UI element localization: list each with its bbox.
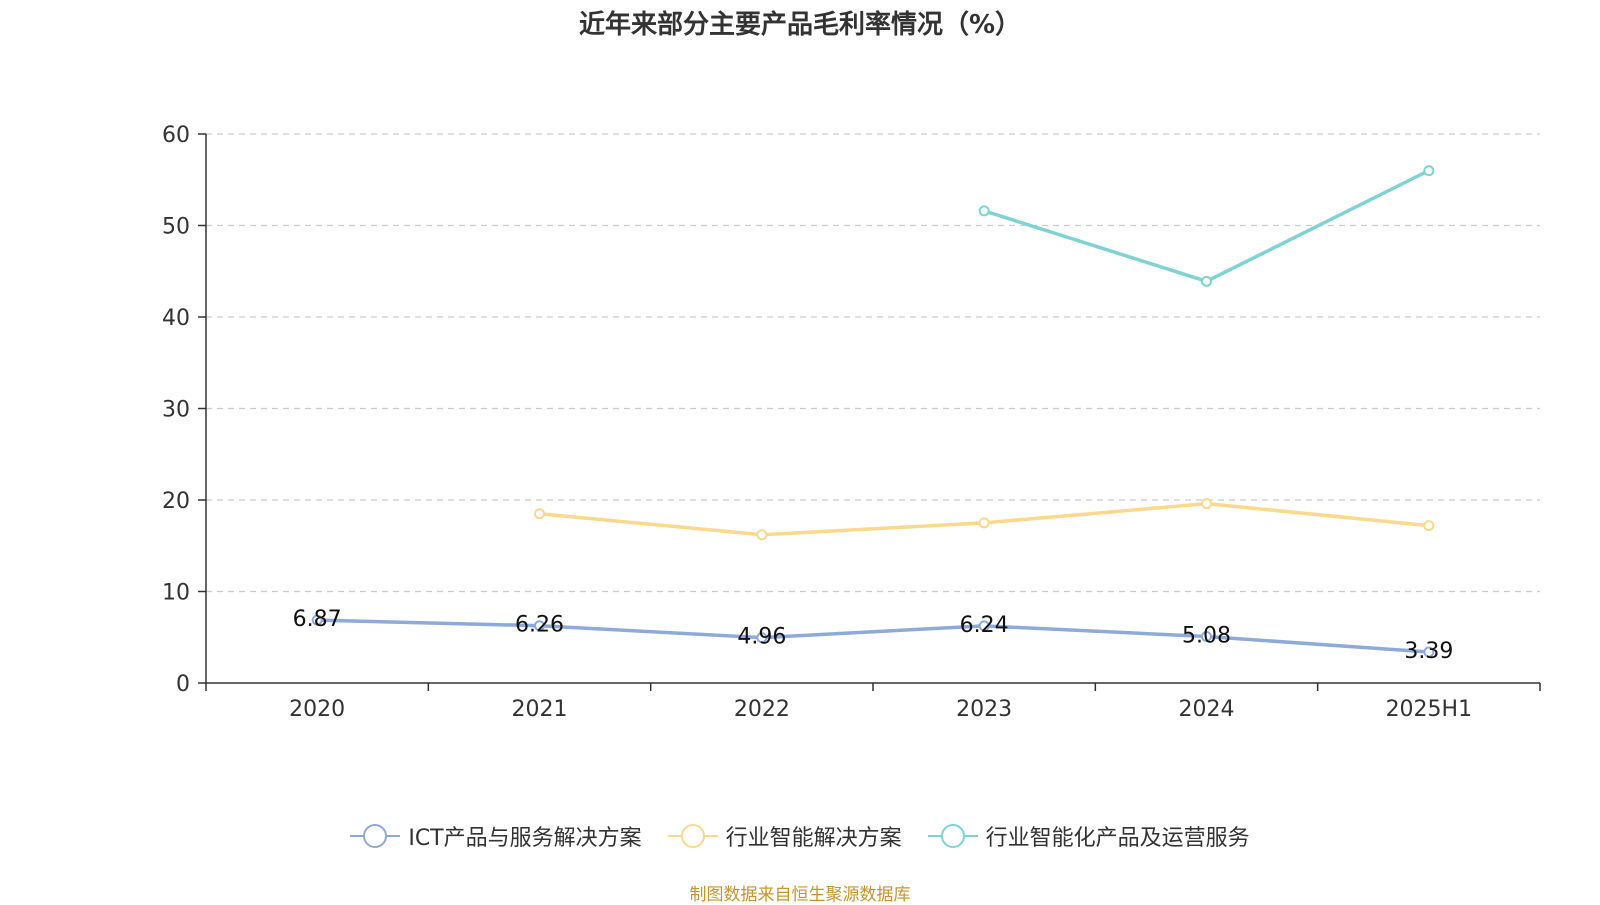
- legend-item-ict[interactable]: ICT产品与服务解决方案: [350, 820, 642, 852]
- x-tick-label: 2022: [734, 697, 790, 722]
- x-tick-label: 2025H1: [1386, 697, 1473, 722]
- data-label: 4.96: [737, 625, 786, 650]
- y-tick-label: 60: [162, 123, 190, 148]
- legend-symbol-icon: [927, 824, 978, 848]
- data-point: [534, 620, 545, 632]
- data-point: [756, 632, 768, 644]
- axes: 0 10 20 30 40 50 60 2020 2021 2022 2023 2024 2025H1: [162, 123, 1541, 722]
- data-point: [978, 517, 990, 529]
- data-point: [1201, 631, 1212, 643]
- data-point: [978, 620, 990, 632]
- legend-symbol-icon: [667, 824, 718, 848]
- data-point: [534, 508, 545, 520]
- legend-label: 行业智能解决方案: [725, 826, 902, 851]
- data-label: 3.39: [1404, 639, 1453, 664]
- data-point: [978, 205, 990, 217]
- data-point: [1423, 165, 1435, 177]
- y-tick-label: 10: [162, 581, 190, 606]
- y-tick-label: 30: [162, 398, 190, 423]
- x-tick-label: 2021: [512, 697, 568, 722]
- series-line: [317, 618, 1429, 654]
- legend-label: 行业智能化产品及运营服务: [985, 826, 1250, 851]
- data-point: [1423, 646, 1435, 658]
- data-point: [1201, 498, 1212, 510]
- data-point: [756, 529, 768, 541]
- legend-label: ICT产品与服务解决方案: [408, 826, 642, 851]
- series: [311, 165, 1435, 658]
- legend-item-industry-products[interactable]: 行业智能化产品及运营服务: [927, 820, 1250, 852]
- y-tick-label: 40: [162, 306, 190, 331]
- x-tick-label: 2023: [956, 697, 1012, 722]
- source-note: 制图数据来自恒生聚源数据库: [689, 885, 911, 905]
- legend-item-industry-solutions[interactable]: 行业智能解决方案: [667, 820, 902, 852]
- chart-title: 近年来部分主要产品毛利率情况（%）: [578, 10, 1022, 40]
- data-point: [1423, 520, 1435, 532]
- data-label: 6.24: [960, 613, 1009, 638]
- y-tick-label: 50: [162, 215, 190, 240]
- y-tick-label: 20: [162, 489, 190, 514]
- data-label: 6.87: [293, 607, 342, 632]
- data-label: 5.08: [1182, 624, 1231, 649]
- grid-lines: [206, 133, 1540, 593]
- data-label: 6.26: [515, 613, 564, 638]
- legend: ICT产品与服务解决方案 行业智能解决方案 行业智能化产品及运营服务: [0, 820, 1600, 852]
- x-tick-label: 2024: [1179, 697, 1235, 722]
- data-point: [311, 614, 323, 626]
- y-tick-label: 0: [176, 672, 190, 697]
- data-point: [1201, 275, 1212, 287]
- legend-symbol-icon: [350, 824, 401, 848]
- x-tick-label: 2020: [289, 697, 345, 722]
- data-labels: 6.87 6.26 4.96 6.24 5.08 3.39: [293, 607, 1454, 664]
